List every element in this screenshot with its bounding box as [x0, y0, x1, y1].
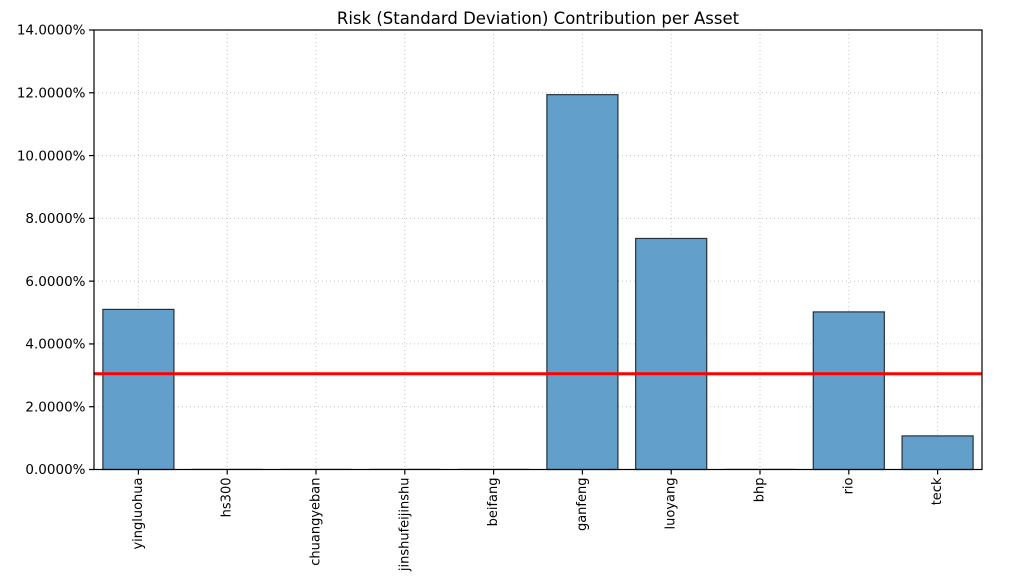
y-tick-label: 2.0000%: [25, 399, 85, 415]
y-tick-label: 6.0000%: [25, 274, 85, 290]
bar: [102, 308, 175, 471]
bar: [635, 237, 708, 471]
chart-title: Risk (Standard Deviation) Contribution p…: [336, 9, 740, 28]
x-tick-label: rio: [841, 477, 856, 494]
y-tick-label: 10.0000%: [17, 148, 86, 164]
x-tick-label: bhp: [753, 478, 768, 503]
bar: [901, 435, 974, 471]
x-tick-label: hs300: [220, 478, 235, 518]
x-tick-label: yingluohua: [131, 478, 146, 550]
x-tick-label: ganfeng: [575, 478, 590, 532]
plot-border: [93, 29, 983, 471]
y-tick-label: 8.0000%: [25, 211, 85, 227]
y-tick-label: 4.0000%: [25, 337, 85, 353]
x-tick-label: beifang: [486, 477, 501, 526]
y-tick-label: 0.0000%: [25, 462, 85, 478]
bar: [812, 311, 885, 471]
x-tick-label: luoyang: [664, 478, 679, 530]
bar: [546, 94, 619, 471]
x-tick-label: jinshufeijinshu: [397, 478, 412, 573]
x-tick-label: teck: [930, 477, 945, 505]
y-tick-label: 12.0000%: [17, 85, 86, 101]
y-tick-label: 14.0000%: [17, 23, 86, 39]
x-tick-label: chuangyeban: [309, 478, 324, 566]
